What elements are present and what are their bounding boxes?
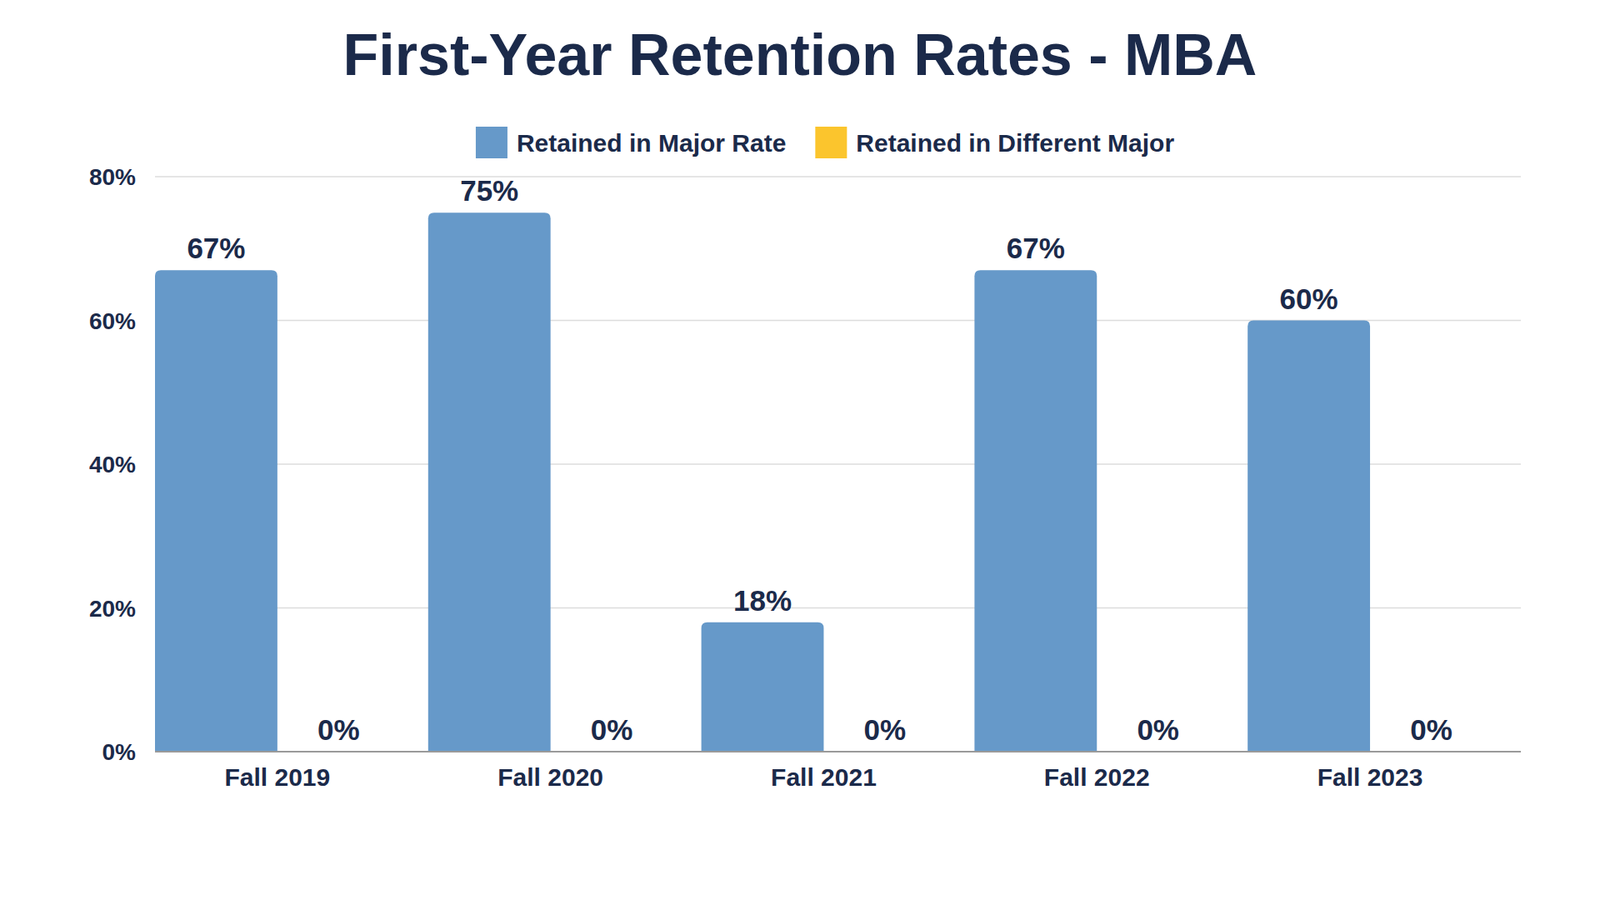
grid-line bbox=[155, 175, 1521, 178]
x-tick-label: Fall 2023 bbox=[1317, 763, 1424, 791]
data-label: 0% bbox=[1136, 713, 1180, 746]
bar bbox=[701, 622, 825, 752]
bar bbox=[1247, 320, 1370, 753]
data-label: 60% bbox=[1280, 282, 1339, 315]
bar bbox=[155, 270, 278, 752]
chart: First-Year Retention Rates - MBA Retained… bbox=[0, 0, 1600, 900]
y-tick-label: 60% bbox=[89, 308, 136, 335]
grid-line bbox=[155, 750, 1521, 753]
title: First-Year Retention Rates - MBA bbox=[343, 22, 1258, 88]
legend-swatch bbox=[815, 126, 847, 159]
bars bbox=[155, 212, 1493, 752]
data-label: 75% bbox=[460, 174, 519, 207]
x-tick-label: Fall 2020 bbox=[497, 763, 604, 791]
data-label: 0% bbox=[317, 713, 360, 746]
x-axis bbox=[155, 750, 1521, 753]
legend-label: Retained in Major Rate bbox=[516, 129, 786, 157]
legend-label: Retained in Different Major bbox=[855, 129, 1175, 157]
y-tick-label: 0% bbox=[102, 739, 137, 765]
y-tick-label: 20% bbox=[89, 595, 136, 622]
bar bbox=[974, 270, 1097, 752]
data-label: 67% bbox=[1006, 231, 1065, 265]
legend: Retained in Major Rate Retained in Differ… bbox=[475, 126, 1175, 159]
data-labels: 67% 75% 18% 67% 60% 0% 0% 0% 0% 0% bbox=[186, 174, 1452, 746]
legend-swatch bbox=[475, 126, 508, 159]
y-tick-label: 80% bbox=[89, 164, 136, 190]
data-label: 67% bbox=[186, 231, 245, 265]
data-label: 0% bbox=[590, 713, 634, 746]
data-label: 18% bbox=[733, 584, 792, 617]
data-label: 0% bbox=[864, 713, 907, 746]
y-tick-label: 40% bbox=[89, 451, 136, 478]
x-tick-label: Fall 2021 bbox=[770, 763, 877, 791]
bar bbox=[428, 212, 551, 752]
data-label: 0% bbox=[1410, 713, 1453, 746]
x-tick-label: Fall 2019 bbox=[224, 763, 330, 791]
x-tick-label: Fall 2022 bbox=[1044, 763, 1150, 791]
